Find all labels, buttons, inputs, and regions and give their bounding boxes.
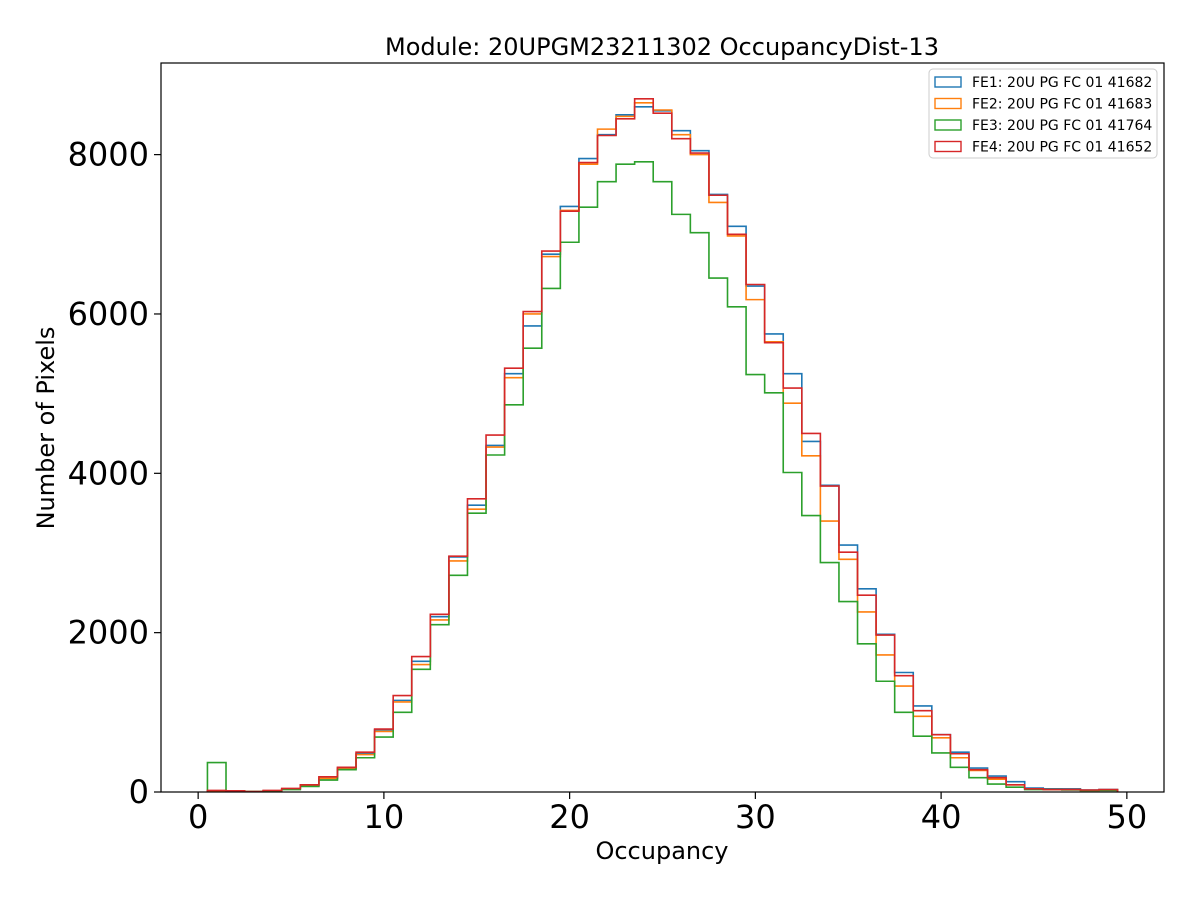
y-tick-label: 6000: [68, 295, 149, 333]
legend-label: FE2: 20U PG FC 01 41683: [972, 97, 1152, 113]
x-tick-label: 40: [921, 798, 962, 836]
legend: FE1: 20U PG FC 01 41682 FE2: 20U PG FC 01…: [929, 69, 1157, 158]
x-tick-label: 30: [735, 798, 776, 836]
y-tick-label: 2000: [68, 614, 149, 652]
y-tick-label: 0: [129, 773, 149, 811]
legend-label: FE3: 20U PG FC 01 41764: [972, 118, 1152, 134]
x-tick-label: 20: [549, 798, 590, 836]
legend-label: FE4: 20U PG FC 01 41652: [972, 140, 1152, 156]
legend-label: FE1: 20U PG FC 01 41682: [972, 75, 1152, 91]
x-axis-label: Occupancy: [595, 837, 728, 865]
y-axis-label: Number of Pixels: [32, 327, 60, 530]
y-tick-label: 8000: [68, 136, 149, 174]
x-tick-label: 0: [188, 798, 208, 836]
chart-title: Module: 20UPGM23211302 OccupancyDist-13: [385, 33, 939, 61]
y-tick-label: 4000: [68, 454, 149, 492]
x-tick-label: 10: [364, 798, 405, 836]
x-tick-label: 50: [1106, 798, 1147, 836]
